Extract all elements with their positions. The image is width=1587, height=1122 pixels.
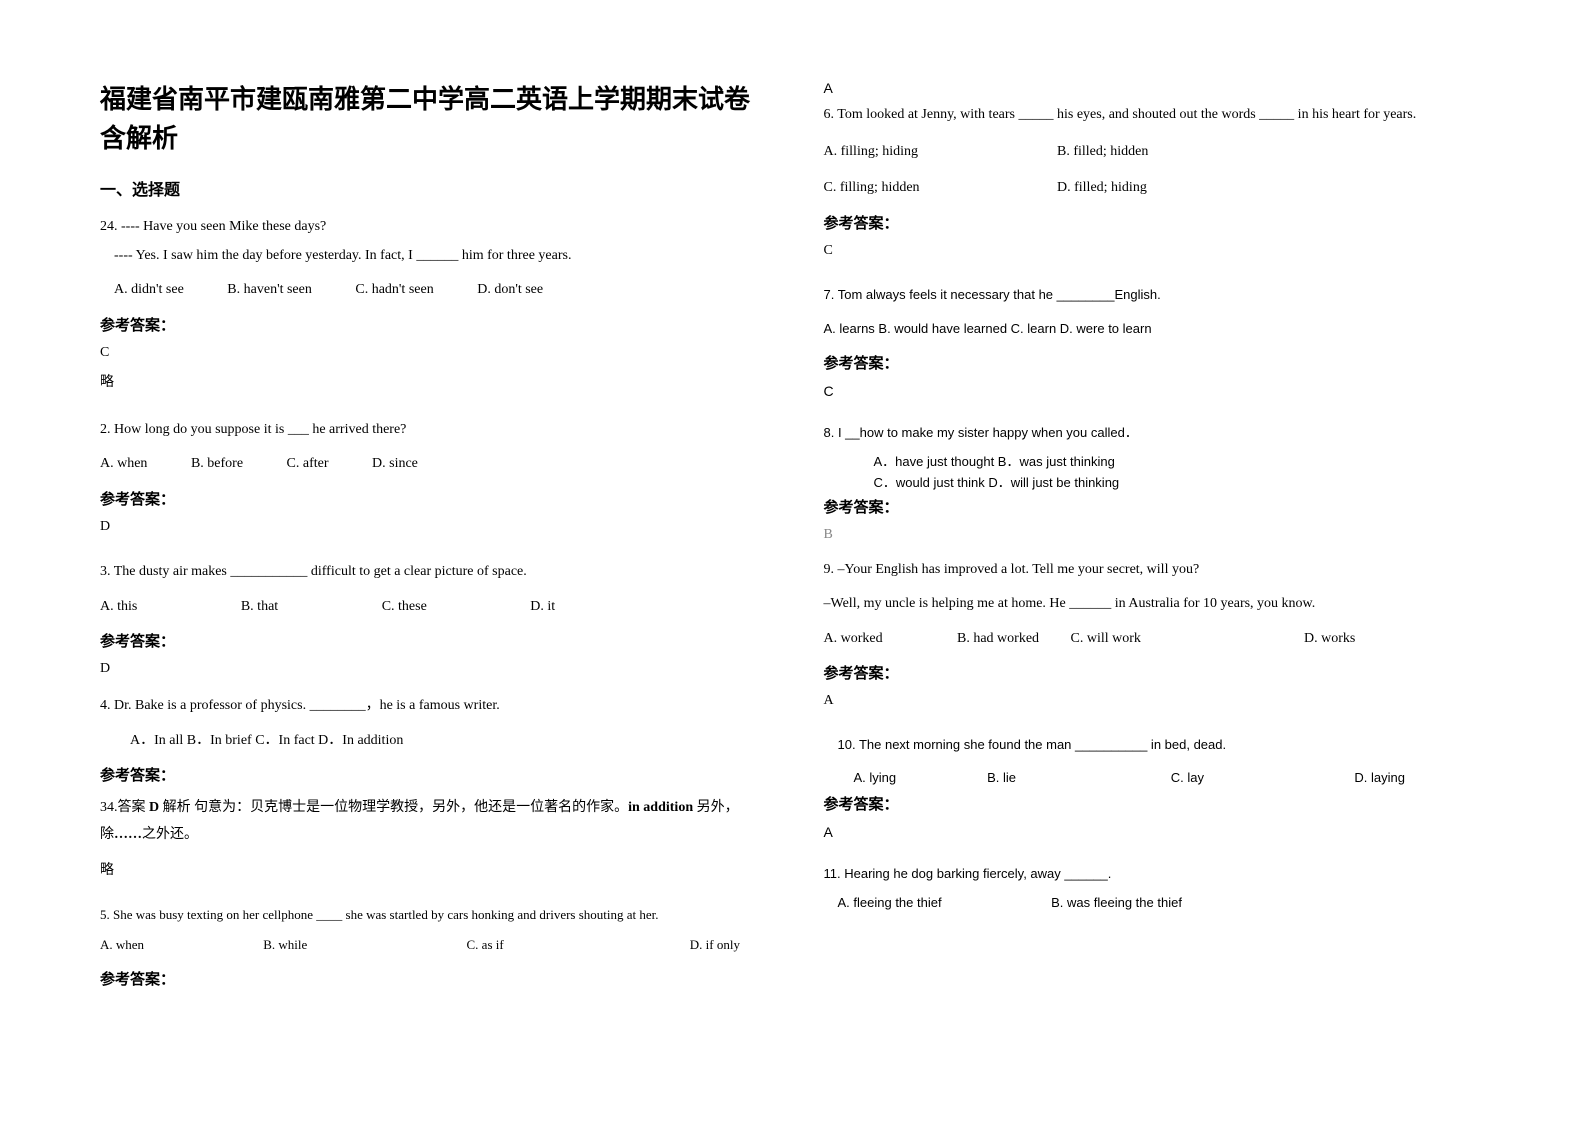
q3-options: A. this B. that C. these D. it: [100, 594, 764, 621]
question-10: 10. The next morning she found the man _…: [824, 733, 1488, 849]
q5-answer-label: 参考答案：: [100, 968, 764, 989]
q9-optD: D. works: [1304, 631, 1355, 646]
q3-line1: 3. The dusty air makes ___________ diffi…: [100, 559, 764, 586]
q5-options: A. when B. while C. as if D. if only: [100, 933, 764, 958]
question-9: 9. –Your English has improved a lot. Tel…: [824, 567, 1488, 720]
q4-explain-bold3: ……: [114, 827, 142, 842]
q2-optD: D. since: [372, 456, 418, 471]
q9-answer-label: 参考答案：: [824, 662, 1488, 683]
q2-answer: D: [100, 519, 764, 535]
document-title: 福建省南平市建瓯南雅第二中学高二英语上学期期末试卷含解析: [100, 80, 764, 158]
q10-answer: A: [824, 824, 1488, 840]
q4-options: A．In all B．In brief C．In fact D．In addit…: [100, 728, 764, 755]
q6-line1: 6. Tom looked at Jenny, with tears _____…: [824, 102, 1488, 129]
q5-optB: B. while: [263, 933, 463, 958]
q4-answer-label: 参考答案：: [100, 764, 764, 785]
q7-answer: C: [824, 383, 1488, 399]
q10-optB: B. lie: [987, 766, 1167, 791]
q6-options-row1: A. filling; hiding B. filled; hidden: [824, 139, 1488, 166]
q6-optB: B. filled; hidden: [1057, 144, 1148, 159]
q24-optB: B. haven't seen: [227, 277, 312, 304]
q24-answer: C: [100, 345, 764, 361]
q3-answer-label: 参考答案：: [100, 630, 764, 651]
q4-explain-tail: 之外还。: [142, 827, 198, 842]
q5-optA: A. when: [100, 933, 260, 958]
question-3: 3. The dusty air makes ___________ diffi…: [100, 559, 764, 679]
q2-optB: B. before: [191, 451, 243, 478]
q9-answer: A: [824, 693, 1488, 709]
right-column: A 6. Tom looked at Jenny, with tears ___…: [824, 80, 1488, 1042]
q2-optC: C. after: [287, 451, 329, 478]
q6-optC: C. filling; hidden: [824, 175, 1054, 202]
q2-options: A. when B. before C. after D. since: [100, 451, 764, 478]
q24-optD: D. don't see: [477, 282, 543, 297]
q8-optionsCD: C．would just think D．will just be thinki…: [824, 473, 1488, 494]
question-5: 5. She was busy texting on her cellphone…: [100, 905, 764, 989]
q4-line1: 4. Dr. Bake is a professor of physics. _…: [100, 693, 764, 720]
q10-optC: C. lay: [1171, 766, 1351, 791]
q9-optA: A. worked: [824, 626, 954, 653]
q24-line1: 24. ---- Have you seen Mike these days?: [100, 214, 764, 241]
q7-options: A. learns B. would have learned C. learn…: [824, 317, 1488, 342]
q6-answer-label: 参考答案：: [824, 212, 1488, 233]
q7-line1: 7. Tom always feels it necessary that he…: [824, 283, 1488, 308]
q9-optC: C. will work: [1071, 626, 1301, 653]
q24-options: A. didn't see B. haven't seen C. hadn't …: [100, 277, 764, 304]
q4-explain-bold: D: [149, 800, 159, 815]
q10-optD: D. laying: [1354, 770, 1405, 785]
q10-options: A. lying B. lie C. lay D. laying: [824, 766, 1488, 791]
q8-answer: B: [824, 527, 1488, 543]
question-6: 6. Tom looked at Jenny, with tears _____…: [824, 102, 1488, 269]
q3-optB: B. that: [241, 594, 278, 621]
q5-answer: A: [824, 80, 1488, 96]
q6-options-row2: C. filling; hidden D. filled; hiding: [824, 175, 1488, 202]
left-column: 福建省南平市建瓯南雅第二中学高二英语上学期期末试卷含解析 一、选择题 24. -…: [100, 80, 764, 1042]
q2-answer-label: 参考答案：: [100, 488, 764, 509]
q3-optC: C. these: [382, 594, 427, 621]
q24-optA: A. didn't see: [114, 277, 184, 304]
q9-options: A. worked B. had worked C. will work D. …: [824, 626, 1488, 653]
q11-optA: A. fleeing the thief: [838, 893, 1048, 914]
q2-optA: A. when: [100, 451, 147, 478]
question-8: 8. I __how to make my sister happy when …: [824, 423, 1488, 552]
q8-optionsAB: A．have just thought B．was just thinking: [824, 452, 1488, 473]
q7-answer-label: 参考答案：: [824, 352, 1488, 373]
q10-line1: 10. The next morning she found the man _…: [824, 733, 1488, 758]
q6-answer: C: [824, 243, 1488, 259]
q5-line1: 5. She was busy texting on her cellphone…: [100, 905, 764, 926]
q11-options: A. fleeing the thief B. was fleeing the …: [824, 893, 1488, 914]
q9-optB: B. had worked: [957, 626, 1067, 653]
q4-explanation: 34.答案 D 解析 句意为：贝克博士是一位物理学教授，另外，他还是一位著名的作…: [100, 795, 764, 848]
q24-line2: ---- Yes. I saw him the day before yeste…: [100, 243, 764, 270]
q2-line1: 2. How long do you suppose it is ___ he …: [100, 417, 764, 444]
question-24: 24. ---- Have you seen Mike these days? …: [100, 214, 764, 403]
q4-explain-mid: 解析 句意为：贝克博士是一位物理学教授，另外，他还是一位著名的作家。: [159, 800, 628, 815]
q9-line1: 9. –Your English has improved a lot. Tel…: [824, 557, 1488, 584]
q10-answer-label: 参考答案：: [824, 793, 1488, 814]
q5-optD: D. if only: [690, 937, 740, 952]
question-4: 4. Dr. Bake is a professor of physics. _…: [100, 693, 764, 890]
q8-answer-label: 参考答案：: [824, 496, 1488, 517]
q3-optD: D. it: [530, 599, 555, 614]
q24-note: 略: [100, 371, 764, 391]
question-11: 11. Hearing he dog barking fiercely, awa…: [824, 864, 1488, 914]
question-2: 2. How long do you suppose it is ___ he …: [100, 417, 764, 545]
section-heading: 一、选择题: [100, 176, 764, 200]
q3-answer: D: [100, 661, 764, 677]
q8-line1: 8. I __how to make my sister happy when …: [824, 423, 1488, 444]
q4-note: 略: [100, 859, 764, 879]
q5-optC: C. as if: [467, 933, 687, 958]
q11-optB: B. was fleeing the thief: [1051, 895, 1182, 910]
q11-line1: 11. Hearing he dog barking fiercely, awa…: [824, 864, 1488, 885]
q6-optA: A. filling; hiding: [824, 139, 1054, 166]
q24-optC: C. hadn't seen: [355, 277, 433, 304]
q9-line2: –Well, my uncle is helping me at home. H…: [824, 591, 1488, 618]
q4-explain-pre: 34.答案: [100, 800, 149, 815]
question-7: 7. Tom always feels it necessary that he…: [824, 283, 1488, 409]
q3-optA: A. this: [100, 594, 137, 621]
q24-answer-label: 参考答案：: [100, 314, 764, 335]
q6-optD: D. filled; hiding: [1057, 180, 1147, 195]
q4-explain-bold2: in addition: [628, 800, 693, 815]
q10-optA: A. lying: [854, 766, 984, 791]
